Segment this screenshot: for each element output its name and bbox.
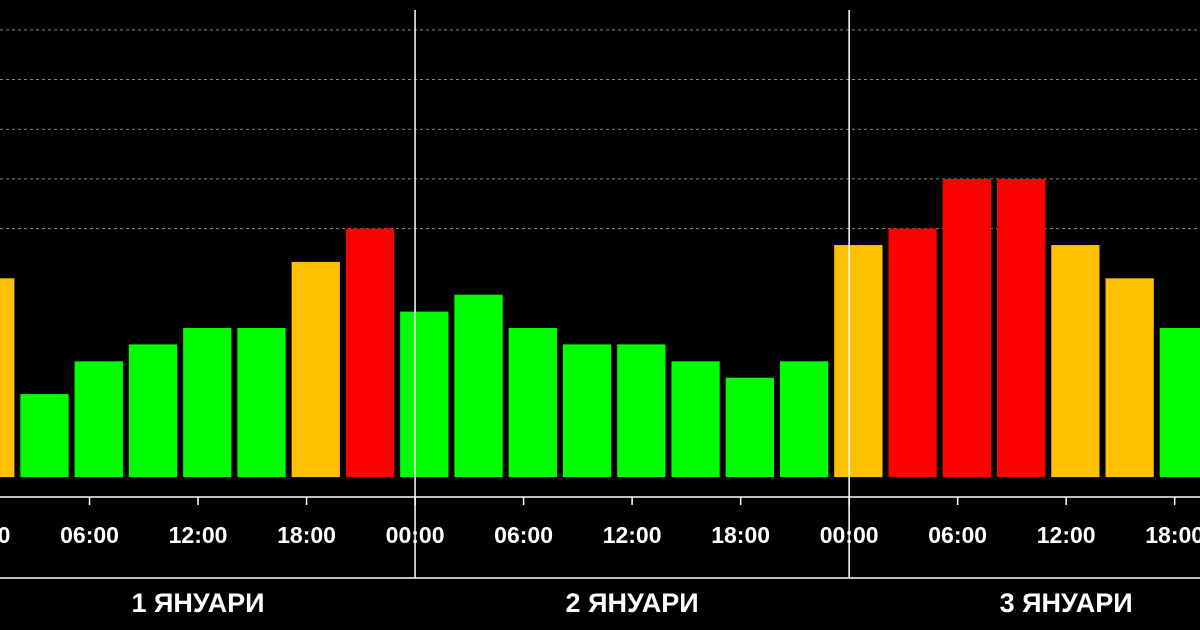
x-tick-label: 12:00 [603, 522, 662, 548]
bar [834, 245, 883, 478]
x-tick-label: 06:00 [494, 522, 553, 548]
bar [508, 328, 557, 478]
x-tick-label: 12:00 [169, 522, 228, 548]
bar [1105, 278, 1154, 478]
bar [996, 178, 1046, 478]
x-tick-label: 18:00 [711, 522, 770, 548]
day-label: 3 ЯНУАРИ [1000, 588, 1133, 618]
bar [1051, 245, 1100, 478]
x-tick-label: 18:00 [1145, 522, 1200, 548]
bar [725, 377, 774, 478]
day-label: 1 ЯНУАРИ [131, 588, 264, 618]
x-tick-label: 18:00 [277, 522, 336, 548]
bar [1159, 328, 1200, 478]
bar [0, 278, 15, 478]
x-tick-label: 06:00 [60, 522, 119, 548]
bar [779, 361, 829, 478]
x-tick-label: 00:00 [386, 522, 445, 548]
day-label: 2 ЯНУАРИ [566, 588, 699, 618]
bar [617, 344, 666, 478]
bar [345, 228, 395, 478]
bar [183, 328, 232, 478]
bar [74, 361, 123, 478]
bar [20, 394, 69, 478]
bar [454, 294, 503, 478]
x-tick-label: 00:00 [820, 522, 879, 548]
bar [671, 361, 720, 478]
bar [128, 344, 178, 478]
bar [888, 228, 937, 478]
x-tick-label: 12:00 [1037, 522, 1096, 548]
bar [291, 261, 340, 478]
bar [562, 344, 612, 478]
x-tick-label: 00:00 [0, 522, 10, 548]
bar [237, 328, 286, 478]
bar [942, 178, 992, 478]
x-tick-label: 06:00 [928, 522, 987, 548]
bar [400, 311, 449, 478]
